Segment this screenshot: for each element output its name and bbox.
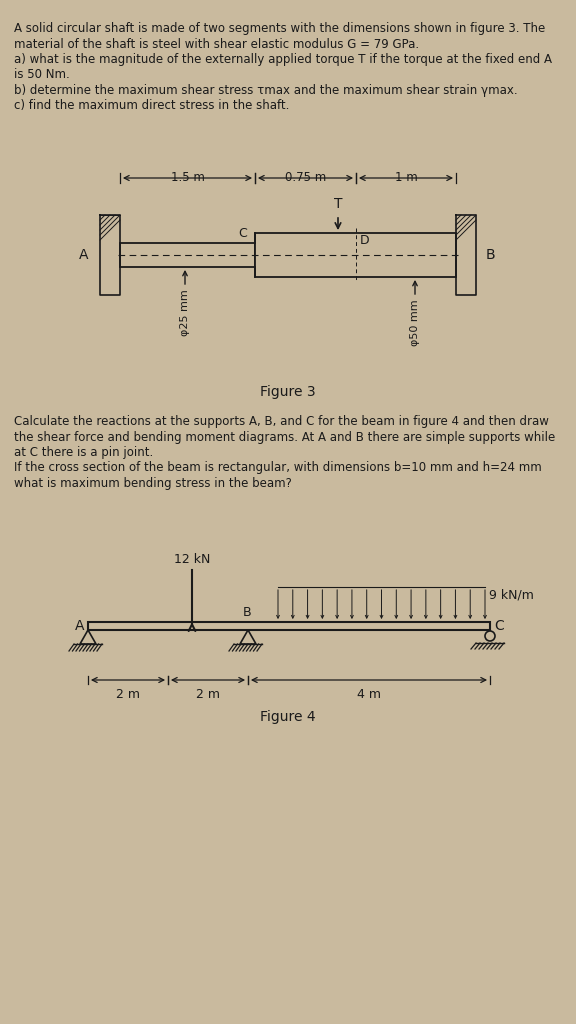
Text: B: B xyxy=(486,248,495,262)
Text: If the cross section of the beam is rectangular, with dimensions b=10 mm and h=2: If the cross section of the beam is rect… xyxy=(14,462,542,474)
Text: 9 kN/m: 9 kN/m xyxy=(489,589,534,601)
Text: φ50 mm: φ50 mm xyxy=(410,299,420,346)
Polygon shape xyxy=(255,233,456,278)
Text: Calculate the reactions at the supports A, B, and C for the beam in figure 4 and: Calculate the reactions at the supports … xyxy=(14,415,549,428)
Text: 2 m: 2 m xyxy=(116,688,140,701)
Text: B: B xyxy=(242,606,251,618)
Text: at C there is a pin joint.: at C there is a pin joint. xyxy=(14,446,153,459)
Text: D: D xyxy=(360,234,370,247)
Text: 0.75 m: 0.75 m xyxy=(285,171,326,184)
Text: T: T xyxy=(334,197,342,211)
Text: 12 kN: 12 kN xyxy=(174,553,210,566)
Text: A solid circular shaft is made of two segments with the dimensions shown in figu: A solid circular shaft is made of two se… xyxy=(14,22,545,35)
Circle shape xyxy=(485,631,495,641)
Text: a) what is the magnitude of the externally applied torque T if the torque at the: a) what is the magnitude of the external… xyxy=(14,53,552,66)
Text: the shear force and bending moment diagrams. At A and B there are simple support: the shear force and bending moment diagr… xyxy=(14,430,555,443)
Text: b) determine the maximum shear stress τmax and the maximum shear strain γmax.: b) determine the maximum shear stress τm… xyxy=(14,84,518,97)
Text: what is maximum bending stress in the beam?: what is maximum bending stress in the be… xyxy=(14,477,292,490)
Text: 1 m: 1 m xyxy=(395,171,418,184)
Text: c) find the maximum direct stress in the shaft.: c) find the maximum direct stress in the… xyxy=(14,99,289,113)
Text: Figure 3: Figure 3 xyxy=(260,385,316,399)
Text: 1.5 m: 1.5 m xyxy=(170,171,204,184)
Text: C: C xyxy=(238,227,247,240)
Text: C: C xyxy=(494,618,504,633)
Text: 2 m: 2 m xyxy=(196,688,220,701)
Text: Figure 4: Figure 4 xyxy=(260,710,316,724)
Text: 4 m: 4 m xyxy=(357,688,381,701)
Text: φ25 mm: φ25 mm xyxy=(180,289,190,336)
Text: is 50 Nm.: is 50 Nm. xyxy=(14,69,70,82)
Polygon shape xyxy=(80,630,96,644)
Text: A: A xyxy=(78,248,88,262)
Text: material of the shaft is steel with shear elastic modulus G = 79 GPa.: material of the shaft is steel with shea… xyxy=(14,38,419,50)
Polygon shape xyxy=(88,622,490,630)
Polygon shape xyxy=(120,243,255,267)
Text: A: A xyxy=(74,618,84,633)
Polygon shape xyxy=(240,630,256,644)
